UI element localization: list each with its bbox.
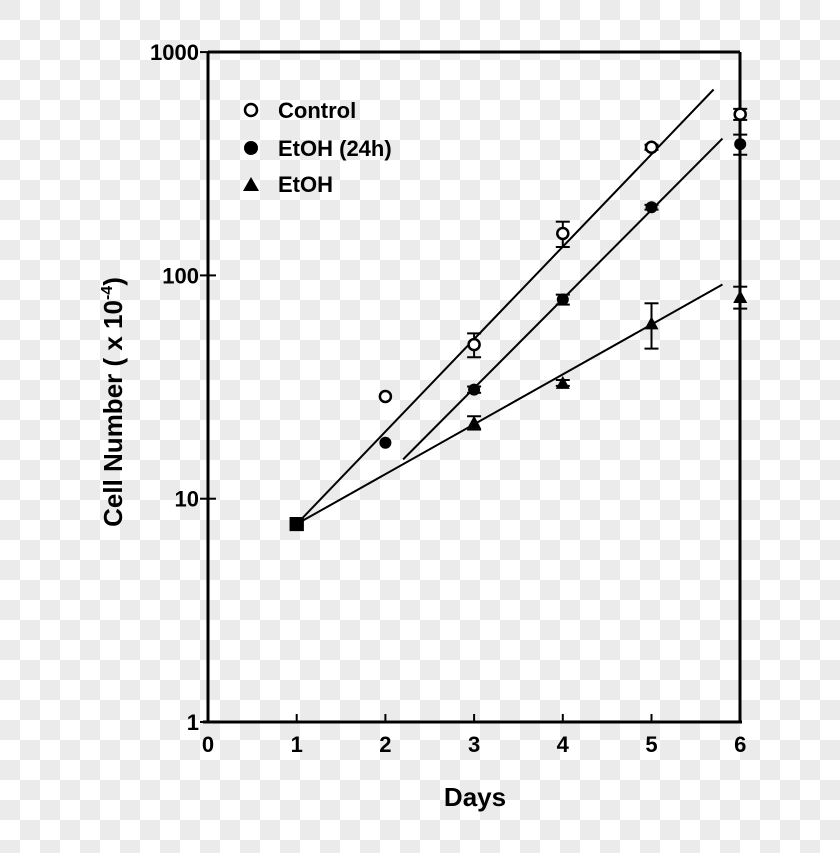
filled-circle-marker-icon: [556, 293, 569, 306]
filled-circle-marker-icon: [734, 138, 747, 151]
y-axis-title-main: Cell Number ( x 10: [98, 300, 128, 527]
y-axis-title-exponent: -4: [99, 286, 116, 300]
filled-triangle-marker-icon: [243, 177, 259, 191]
x-tick-label: 2: [379, 732, 391, 757]
data-points: [289, 107, 748, 532]
y-axis-ticks: 1 10 100 1000: [150, 40, 216, 735]
open-circle-marker-icon: [644, 140, 659, 154]
open-circle-marker-icon: [467, 337, 481, 352]
fit-line: [296, 283, 723, 525]
y-tick-label: 1000: [150, 40, 199, 65]
filled-circle-marker-icon: [244, 141, 258, 155]
y-tick-label: 1: [187, 710, 199, 735]
y-axis-title-close: ): [98, 277, 128, 286]
open-circle-marker-icon: [556, 226, 570, 241]
legend-item-control: Control: [243, 98, 356, 123]
filled-triangle-marker-icon: [467, 415, 482, 429]
legend-label: EtOH: [278, 172, 333, 197]
legend-item-etoh: EtOH: [243, 172, 333, 197]
y-axis-title: Cell Number ( x 10-4): [98, 277, 128, 527]
legend: Control EtOH (24h) EtOH: [243, 98, 392, 197]
filled-circle-marker-icon: [379, 436, 392, 449]
x-tick-label: 0: [202, 732, 214, 757]
filled-triangle-marker-icon: [644, 316, 659, 330]
open-circle-marker-icon: [378, 389, 393, 404]
open-circle-marker-icon: [733, 107, 747, 121]
x-axis-title: Days: [444, 782, 506, 812]
x-tick-label: 4: [557, 732, 570, 757]
filled-triangle-marker-icon: [733, 290, 748, 304]
x-axis-ticks: 0 1 2 3 4 5 6: [202, 714, 746, 757]
filled-triangle-marker-icon: [555, 375, 570, 389]
overlapping-marker-icon: [289, 517, 304, 532]
y-tick-label: 100: [162, 263, 199, 288]
x-tick-label: 5: [645, 732, 657, 757]
x-tick-label: 6: [734, 732, 746, 757]
x-tick-label: 1: [291, 732, 303, 757]
legend-label: Control: [278, 98, 356, 123]
legend-item-etoh-24h: EtOH (24h): [244, 136, 392, 161]
open-circle-marker-icon: [243, 102, 259, 118]
x-tick-label: 3: [468, 732, 480, 757]
fit-line: [295, 88, 715, 525]
filled-circle-marker-icon: [468, 383, 481, 396]
y-tick-label: 10: [175, 487, 199, 512]
legend-label: EtOH (24h): [278, 136, 392, 161]
filled-circle-marker-icon: [645, 201, 658, 214]
svg-text:Cell Number ( x 10-4): Cell Number ( x 10-4): [98, 277, 128, 527]
